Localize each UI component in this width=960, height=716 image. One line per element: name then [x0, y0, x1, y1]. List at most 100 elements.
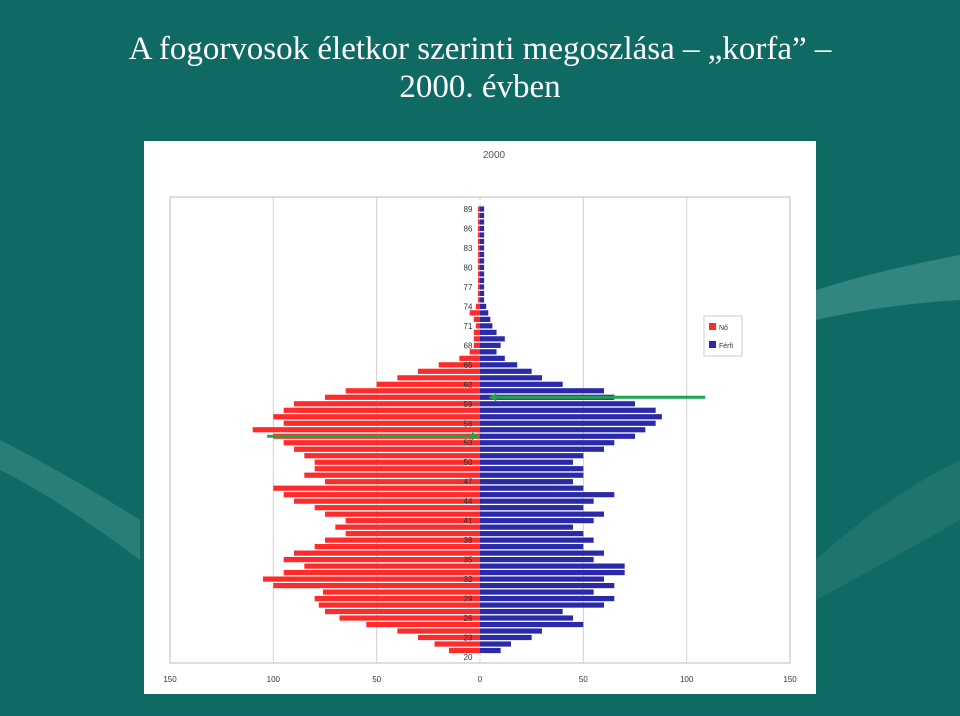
- bar-female-age-45: [283, 492, 480, 498]
- bar-male-age-25: [480, 621, 584, 628]
- age-tick-label: 47: [464, 478, 473, 487]
- bar-female-age-71: [475, 323, 480, 329]
- bar-male-age-72: [480, 316, 491, 322]
- legend-swatch: [709, 341, 716, 348]
- bar-male-age-50: [480, 459, 573, 465]
- bar-female-age-35: [283, 557, 480, 563]
- age-tick-label: 71: [464, 322, 473, 331]
- chart-panel: 2000 20 23 26 29 32 35 38 41 44 47 50 53 56 59 62 65 68 7…: [144, 141, 816, 694]
- bar-male-age-41: [480, 518, 594, 524]
- bar-male-age-51: [480, 453, 584, 459]
- legend-box: [703, 315, 743, 357]
- bar-female-age-24: [397, 628, 480, 634]
- bar-female-age-58: [283, 407, 480, 413]
- bar-female-age-42: [325, 511, 480, 517]
- bar-male-age-56: [480, 420, 656, 426]
- age-tick-label: 65: [464, 361, 473, 370]
- bar-male-age-70: [480, 329, 497, 335]
- bar-male-age-81: [480, 258, 485, 264]
- bar-female-age-81: [477, 258, 480, 264]
- bar-male-age-83: [480, 245, 485, 251]
- bar-male-age-55: [480, 427, 646, 433]
- bar-female-age-37: [314, 544, 480, 550]
- bar-female-age-88: [477, 212, 480, 219]
- bar-male-age-82: [480, 251, 485, 258]
- bar-female-age-66: [459, 355, 480, 361]
- bar-male-age-61: [480, 388, 604, 394]
- slide-title-line2: 2000. évben: [399, 69, 561, 105]
- bar-female-age-46: [273, 485, 480, 491]
- bar-male-age-35: [480, 557, 594, 563]
- age-tick-label: 32: [464, 575, 473, 584]
- bar-female-age-87: [477, 219, 480, 225]
- bar-male-age-38: [480, 537, 594, 543]
- age-tick-label: 35: [464, 556, 473, 565]
- bar-female-age-79: [477, 271, 480, 277]
- bar-female-age-80: [477, 264, 480, 271]
- bar-female-age-89: [477, 206, 480, 212]
- bar-female-age-84: [477, 238, 480, 245]
- bar-male-age-85: [480, 232, 485, 238]
- bar-male-age-57: [480, 414, 662, 420]
- bar-female-age-57: [273, 414, 480, 420]
- age-tick-label: 26: [464, 614, 473, 623]
- bar-male-age-42: [480, 511, 604, 517]
- bar-male-age-49: [480, 466, 584, 472]
- bar-male-age-74: [480, 303, 487, 309]
- bar-male-age-64: [480, 368, 532, 374]
- age-tick-label: 62: [464, 380, 473, 389]
- bar-female-age-65: [438, 362, 480, 368]
- bar-female-age-72: [473, 316, 480, 322]
- bar-female-age-39: [345, 531, 480, 537]
- bar-female-age-27: [325, 608, 480, 615]
- bar-female-age-85: [477, 232, 480, 238]
- bar-female-age-44: [294, 498, 480, 504]
- bar-female-age-83: [477, 245, 480, 251]
- x-tick-label: 100: [680, 675, 694, 684]
- bar-male-age-52: [480, 446, 604, 452]
- bar-male-age-34: [480, 563, 625, 569]
- age-tick-label: 83: [464, 244, 473, 253]
- bar-female-age-49: [314, 466, 480, 472]
- bar-male-age-31: [480, 582, 615, 589]
- bar-female-age-31: [273, 582, 480, 589]
- bar-female-age-77: [477, 284, 480, 290]
- bar-female-age-36: [294, 550, 480, 556]
- bar-male-age-84: [480, 238, 485, 245]
- bar-male-age-67: [480, 349, 497, 355]
- bar-female-age-61: [345, 388, 480, 394]
- population-pyramid-chart: 2000 20 23 26 29 32 35 38 41 44 47 50 53 56 59 62 65 68 7…: [163, 150, 797, 684]
- bar-female-age-53: [283, 440, 480, 446]
- bar-male-age-53: [480, 440, 615, 446]
- bar-female-age-82: [477, 251, 480, 258]
- bar-female-age-59: [294, 401, 480, 407]
- legend-swatch: [709, 323, 716, 330]
- bar-female-age-60: [325, 394, 480, 400]
- bar-female-age-86: [477, 225, 480, 232]
- bar-male-age-80: [480, 264, 485, 271]
- bar-male-age-37: [480, 544, 584, 550]
- bar-female-age-73: [469, 310, 480, 316]
- bar-male-age-44: [480, 498, 594, 504]
- bar-male-age-32: [480, 576, 604, 582]
- bar-female-age-67: [469, 349, 480, 355]
- bar-female-age-22: [434, 641, 480, 647]
- bar-female-age-33: [283, 569, 480, 576]
- age-tick-label: 59: [464, 400, 473, 409]
- bar-female-age-25: [366, 621, 480, 628]
- age-tick-label: 41: [464, 517, 473, 526]
- bar-male-age-22: [480, 641, 511, 647]
- bar-male-age-63: [480, 375, 542, 381]
- bar-male-age-66: [480, 355, 505, 361]
- bar-female-age-64: [418, 368, 480, 374]
- bar-female-age-23: [418, 634, 480, 641]
- bar-male-age-59: [480, 401, 635, 407]
- age-tick-label: 56: [464, 419, 473, 428]
- bar-female-age-78: [477, 277, 480, 284]
- slide-title-line1: A fogorvosok életkor szerinti megoszlása…: [128, 31, 832, 67]
- bar-male-age-33: [480, 569, 625, 576]
- bar-female-age-62: [376, 381, 480, 387]
- bar-male-age-24: [480, 628, 542, 634]
- bar-male-age-48: [480, 472, 584, 478]
